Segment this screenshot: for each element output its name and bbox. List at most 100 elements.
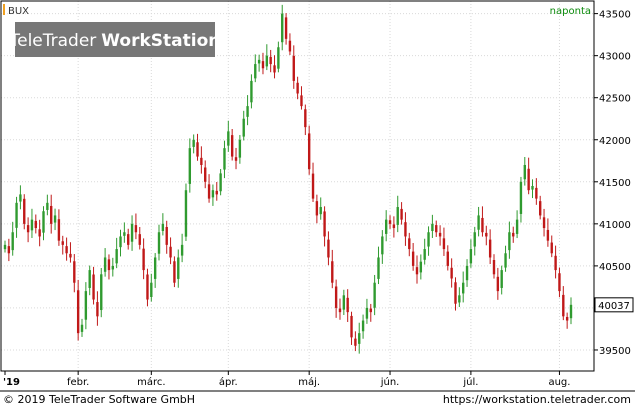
candle-down: [315, 201, 319, 216]
x-tick-label: aug.: [548, 377, 570, 388]
website-link[interactable]: https://workstation.teletrader.com: [443, 393, 631, 406]
candle-up: [423, 249, 426, 260]
candle-up: [504, 253, 507, 268]
candle-down: [442, 238, 446, 250]
candle-down: [107, 259, 111, 271]
candle-down: [450, 267, 453, 279]
candle-down: [92, 274, 95, 300]
candle-down: [127, 234, 130, 245]
candle-up: [277, 47, 280, 69]
candle-down: [165, 226, 168, 245]
candle-down: [485, 232, 488, 237]
candle-down: [404, 222, 407, 237]
candle-up: [384, 219, 388, 234]
y-tick-label: 43000: [599, 52, 631, 63]
candle-up: [515, 219, 519, 234]
candle-down: [411, 251, 415, 266]
candle-up: [250, 80, 253, 103]
candle-down: [273, 65, 276, 73]
candle-up: [461, 282, 465, 294]
candle-up: [427, 232, 430, 247]
candle-down: [392, 224, 396, 229]
candle-up: [238, 139, 242, 158]
candle-down: [34, 220, 37, 229]
candle-down: [408, 238, 411, 250]
candle-down: [388, 220, 392, 224]
candle-down: [304, 109, 307, 128]
candle-down: [65, 246, 68, 254]
candle-up: [192, 139, 195, 147]
candle-up: [100, 274, 103, 311]
symbol-label: BUX: [8, 6, 29, 17]
watermark-box: [15, 22, 215, 57]
candle-down: [296, 82, 299, 94]
candle-down: [173, 261, 176, 283]
candle-up: [469, 249, 473, 264]
candle-up: [523, 164, 526, 180]
candle-down: [512, 232, 515, 237]
x-tick-label: jún.: [380, 376, 400, 388]
candle-down: [331, 261, 334, 283]
candle-down: [527, 168, 530, 191]
candle-up: [396, 207, 399, 225]
candle-down: [96, 302, 99, 317]
last-value-box: [594, 297, 634, 313]
candle-up: [281, 13, 284, 43]
candle-up: [381, 236, 384, 255]
candle-up: [80, 324, 84, 332]
y-tick-label: 41500: [599, 178, 631, 189]
candle-down: [50, 205, 53, 224]
candle-down: [535, 187, 538, 199]
copyright-text: © 2019 TeleTrader Software GmbH: [3, 393, 195, 406]
candle-up: [373, 282, 376, 308]
candle-down: [138, 234, 141, 245]
candle-down: [400, 208, 403, 220]
x-tick-label: júl.: [462, 376, 478, 388]
candle-down: [200, 157, 203, 165]
candle-down: [323, 211, 326, 237]
candle-down: [307, 133, 311, 170]
candle-down: [57, 219, 61, 241]
candle-down: [284, 17, 288, 39]
candle-up: [242, 118, 245, 137]
candle-down: [354, 338, 357, 346]
candle-up: [246, 106, 249, 117]
candle-up: [150, 282, 153, 297]
candle-down: [76, 290, 80, 334]
candle-down: [269, 56, 272, 65]
candle-up: [519, 181, 523, 214]
candle-up: [119, 236, 122, 248]
candle-up: [265, 55, 269, 67]
candle-up: [477, 215, 480, 230]
candle-down: [134, 225, 138, 233]
candle-down: [565, 316, 569, 321]
candle-down: [292, 55, 295, 81]
x-tick-label: febr.: [67, 377, 89, 388]
candle-up: [42, 211, 45, 233]
candle-up: [365, 307, 369, 319]
candle-up: [254, 64, 257, 79]
candle-down: [288, 40, 292, 52]
candle-up: [458, 295, 461, 303]
candle-down: [300, 95, 303, 107]
candle-down: [542, 217, 546, 229]
candle-up: [531, 186, 534, 190]
candle-up: [180, 244, 184, 256]
candles: [3, 4, 573, 354]
candle-down: [169, 246, 172, 258]
candle-up: [319, 207, 322, 215]
candle-down: [146, 274, 149, 300]
watermark-product: WorkStation: [101, 31, 220, 51]
y-tick-label: 42500: [599, 94, 631, 105]
candle-down: [539, 201, 542, 216]
candle-up: [188, 148, 192, 184]
candle-up: [431, 223, 434, 231]
candle-up: [177, 257, 180, 279]
frequency-label: naponta: [550, 6, 591, 17]
candle-down: [446, 251, 449, 266]
candle-down: [261, 61, 265, 69]
candle-down: [546, 229, 550, 241]
candle-down: [230, 135, 234, 157]
candle-down: [554, 255, 557, 271]
